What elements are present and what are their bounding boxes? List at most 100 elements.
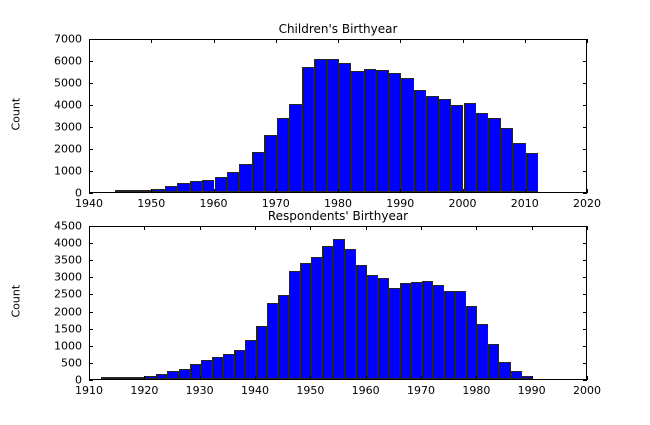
histogram-bar — [333, 238, 345, 379]
histogram-bar — [499, 361, 511, 379]
histogram-bar — [488, 117, 501, 192]
x-tick-mark — [199, 376, 201, 380]
x-tick-mark — [275, 39, 277, 43]
y-tick-mark — [583, 345, 587, 347]
y-tick-label: 3000 — [54, 270, 82, 284]
x-tick-label: 2000 — [573, 384, 601, 397]
y-tick-label: 7000 — [54, 32, 82, 46]
histogram-bar — [127, 190, 140, 192]
x-tick-label: 1940 — [75, 197, 103, 210]
x-tick-mark — [365, 376, 367, 380]
histogram-bar — [363, 68, 377, 192]
histogram-bar — [152, 188, 165, 192]
histogram-bar — [267, 302, 279, 379]
y-tick-mark — [583, 260, 587, 262]
y-tick-label: 1000 — [54, 164, 82, 178]
y-tick-label: 500 — [61, 356, 82, 370]
x-tick-mark — [255, 376, 256, 380]
histogram-bars-children — [90, 40, 586, 192]
y-tick-mark — [583, 328, 587, 330]
x-tick-mark — [587, 39, 588, 43]
x-tick-label: 1960 — [351, 384, 380, 397]
y-tick-mark — [583, 61, 587, 62]
y-tick-mark — [89, 39, 93, 40]
y-tick-mark — [89, 362, 93, 364]
histogram-bar — [413, 90, 427, 192]
histogram-bar — [477, 324, 489, 379]
x-tick-mark — [421, 226, 422, 230]
y-tick-label: 6000 — [54, 54, 82, 68]
histogram-bar — [156, 374, 168, 379]
y-tick-mark — [89, 277, 93, 279]
y-tick-label: 2500 — [54, 287, 82, 301]
histogram-bar — [123, 377, 135, 379]
y-tick-mark — [89, 105, 93, 106]
y-tick-mark — [583, 243, 587, 245]
x-tick-mark — [310, 376, 312, 380]
y-tick-label: 1500 — [54, 322, 82, 336]
histogram-bar — [164, 185, 178, 192]
y-tick-label: 4500 — [54, 219, 82, 233]
y-tick-mark — [89, 149, 93, 150]
y-tick-label: 3000 — [54, 120, 82, 134]
histogram-bar — [276, 117, 290, 192]
y-tick-mark — [583, 380, 587, 381]
histogram-bar — [444, 291, 456, 379]
x-tick-mark — [199, 226, 201, 230]
x-tick-label: 1970 — [407, 384, 435, 397]
x-tick-mark — [310, 226, 312, 230]
histogram-bar — [251, 151, 265, 192]
x-tick-mark — [151, 189, 153, 193]
histogram-bar — [339, 63, 352, 192]
x-tick-label: 1920 — [130, 384, 159, 397]
y-tick-label: 1000 — [54, 339, 82, 353]
x-tick-mark — [421, 376, 422, 380]
x-tick-mark — [255, 226, 256, 230]
y-tick-label: 0 — [75, 373, 82, 387]
histogram-bar — [410, 281, 422, 379]
histogram-bar — [311, 257, 323, 379]
x-tick-label: 2020 — [573, 197, 601, 210]
histogram-bars-respondents — [90, 227, 586, 379]
x-tick-mark — [524, 39, 526, 43]
histogram-bar — [451, 105, 464, 192]
x-tick-mark — [213, 189, 215, 193]
histogram-bar — [101, 377, 113, 379]
y-tick-label: 4000 — [54, 236, 82, 250]
histogram-bar — [145, 375, 157, 379]
x-tick-mark — [400, 39, 402, 43]
x-tick-label: 1950 — [296, 384, 325, 397]
x-tick-mark — [338, 189, 339, 193]
histogram-bar — [388, 287, 400, 379]
x-tick-mark — [524, 189, 526, 193]
histogram-bar — [475, 112, 489, 192]
y-tick-label: 3500 — [54, 253, 82, 267]
y-tick-label: 2000 — [54, 305, 82, 319]
histogram-bar — [178, 368, 190, 379]
x-tick-mark — [89, 226, 90, 230]
chart-title-children: Children's Birthyear — [278, 22, 398, 36]
x-tick-mark — [400, 189, 402, 193]
histogram-bar — [278, 294, 290, 379]
histogram-bar — [189, 181, 203, 192]
histogram-bar — [214, 176, 227, 192]
histogram-bar — [376, 70, 389, 192]
histogram-bar — [256, 326, 268, 379]
histogram-bar — [525, 152, 539, 192]
y-tick-mark — [89, 83, 93, 84]
y-tick-mark — [583, 149, 587, 150]
subplot-children-birthyear: Children's Birthyear Count 0 1000 2000 3000… — [0, 0, 650, 212]
y-tick-mark — [89, 193, 93, 194]
y-tick-label: 4000 — [54, 98, 82, 112]
histogram-bar — [500, 127, 514, 192]
y-tick-mark — [89, 345, 93, 347]
x-tick-label: 1910 — [75, 384, 103, 397]
y-tick-mark — [583, 226, 587, 227]
x-tick-mark — [531, 376, 533, 380]
x-tick-mark — [275, 189, 277, 193]
y-tick-mark — [89, 328, 93, 330]
histogram-bar — [513, 142, 526, 192]
histogram-bar — [264, 135, 277, 192]
histogram-bar — [226, 171, 240, 192]
